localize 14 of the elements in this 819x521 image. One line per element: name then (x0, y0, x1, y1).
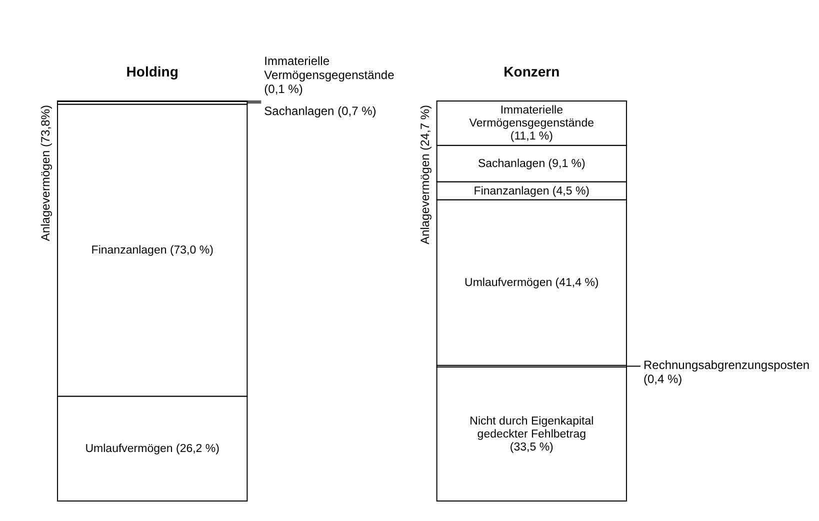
data-label: Sachanlagen (0,7 %) (264, 104, 376, 118)
data-label: Umlaufvermögen (26,2 %) (85, 443, 220, 456)
x-tick-label: Konzern (504, 64, 560, 80)
data-label: Finanzanlagen (73,0 %) (91, 244, 214, 257)
data-label: Immaterielle Vermögensgegenstände (11,1 %) (469, 104, 594, 143)
data-label: Finanzanlagen (4,5 %) (474, 185, 590, 198)
annotation: Anlagevermögen (24,7 %) (418, 105, 432, 244)
data-label: Immaterielle Vermögensgegenstände (0,1 %) (264, 54, 395, 96)
data-label: Umlaufvermögen (41,4 %) (464, 277, 599, 290)
x-tick-label: Holding (126, 64, 178, 80)
data-label: Nicht durch Eigenkapital gedeckter Fehlbetrag (33,5 %) (470, 416, 594, 454)
data-label: Rechnungsabgrenzungsposten (0,4 %) (643, 358, 810, 386)
data-label: Sachanlagen (9,1 %) (478, 158, 586, 170)
annotation: Anlagevermögen (73,8%) (38, 104, 53, 242)
